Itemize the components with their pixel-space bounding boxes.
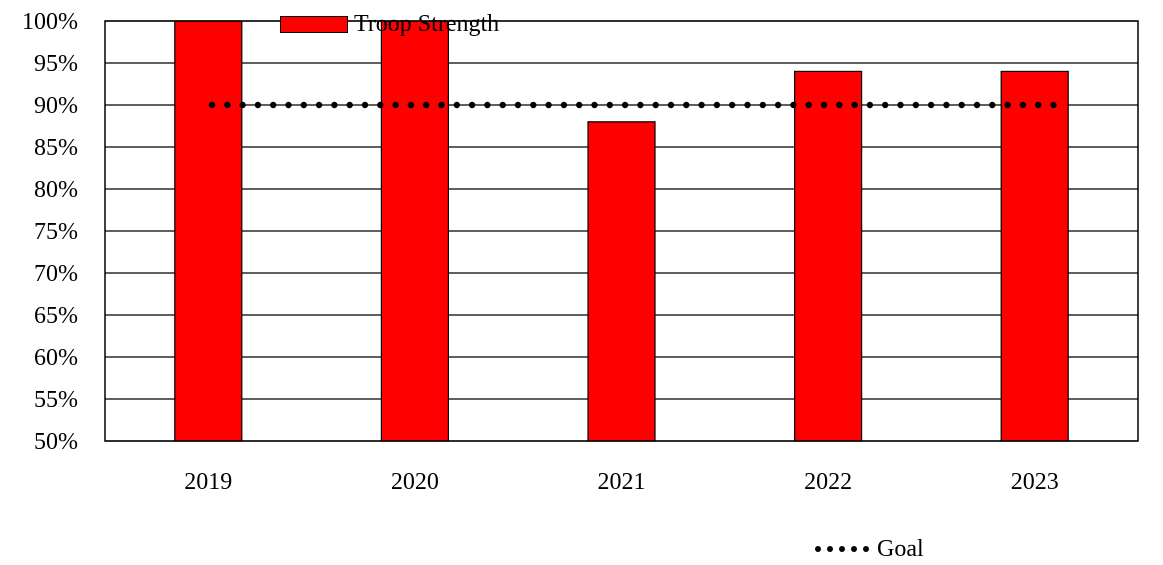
goal-dot [346,101,353,109]
goal-dot [973,101,981,109]
goal-dot [545,101,552,109]
goal-dot [683,101,690,109]
y-axis-ticks: 50% 55% 60% 65% 70% 75% 80% 85% 90% 95% 100% [22,9,78,455]
y-tick-label: 75% [34,219,78,245]
y-tick-label: 60% [34,345,78,371]
plot-area [104,20,1139,442]
bars [174,20,1069,442]
goal-dot [805,101,812,109]
goal-dot [499,101,506,109]
goal-dot [407,101,415,109]
goal-dot [254,101,262,109]
legend-goal-label: Goal [877,535,924,562]
goal-dot [729,101,736,109]
goal-dot [315,101,323,109]
goal-line [208,101,1057,109]
bar-2022 [793,70,863,442]
x-tick-label: 2021 [598,469,646,495]
goal-dot [759,101,766,109]
y-tick-label: 95% [34,51,78,77]
bar-2019 [174,20,243,442]
goal-dot [530,101,537,109]
legend-troop-strength-label: Troop Strength [354,10,500,37]
bar-2020 [380,20,449,442]
y-tick-label: 50% [34,429,78,455]
bar-2023 [1000,70,1069,442]
x-tick-label: 2019 [184,469,232,495]
goal-dot [239,101,246,109]
goal-dot [514,101,522,109]
bar-2021 [587,121,656,442]
goal-dot [897,101,904,109]
goal-dot [744,101,751,109]
legend-goal-dots [815,546,869,552]
goal-dot [851,101,858,109]
goal-dot [866,101,874,109]
goal-dot [484,101,491,109]
y-tick-label: 85% [34,135,78,161]
goal-dot [423,101,430,109]
goal-dot [453,101,460,109]
goal-dot [943,101,950,109]
goal-dot [438,101,445,109]
goal-dot [392,101,399,109]
y-tick-label: 70% [34,261,78,287]
goal-dot [377,101,384,109]
y-tick-label: 80% [34,177,78,203]
goal-dot [774,101,782,109]
goal-dot [912,101,919,109]
legend-troop-strength-swatch [280,15,348,33]
goal-dot [667,101,675,109]
y-tick-label: 100% [22,9,78,35]
goal-dot [285,101,292,109]
goal-dot [698,101,705,109]
y-tick-label: 90% [34,93,78,119]
x-tick-label: 2020 [391,469,439,495]
goal-dot [224,101,231,109]
goal-dot [927,101,935,109]
y-tick-label: 55% [34,387,78,413]
goal-dot [882,101,889,109]
y-tick-label: 65% [34,303,78,329]
goal-dot [468,101,476,109]
goal-dot [576,101,583,109]
goal-dot [652,101,659,109]
goal-dot [331,101,338,109]
goal-dot [989,101,996,109]
goal-dot [790,101,797,109]
goal-dot [1004,101,1011,109]
goal-dot [621,101,629,109]
goal-dot [560,101,568,109]
goal-dot [958,101,965,109]
goal-dot [270,101,277,109]
chart: 50%55%60%65%70%75%80%85%90%95%100% 2019 2… [22,9,1139,495]
goal-dot [836,101,843,109]
x-axis-ticks: 2019 2020 2021 2022 2023 [184,469,1058,495]
goal-dot [300,101,307,109]
legend-troop-strength: Troop Strength [280,8,499,40]
goal-dot [1050,101,1057,109]
x-tick-label: 2022 [804,469,852,495]
goal-dot [208,101,216,109]
goal-dot [1019,101,1027,109]
legend-goal: Goal [815,533,924,565]
x-tick-label: 2023 [1011,469,1059,495]
goal-dot [713,101,721,109]
goal-dot [606,101,613,109]
goal-dot [591,101,598,109]
goal-dot [1035,101,1042,109]
goal-dot [361,101,369,109]
goal-dot [820,101,828,109]
goal-dot [637,101,644,109]
